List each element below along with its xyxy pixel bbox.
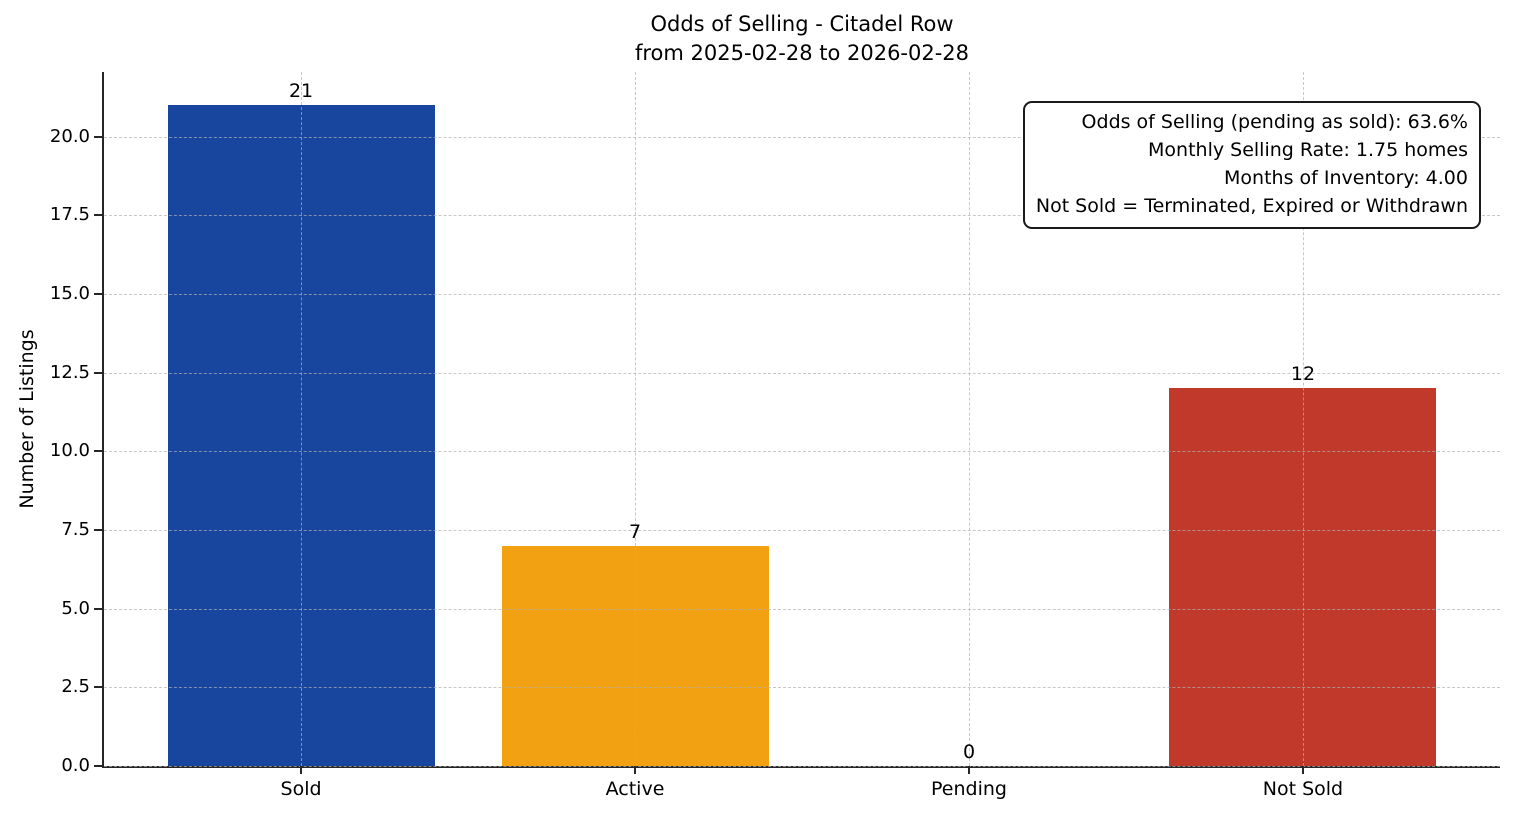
y-tick-label: 7.5 [61,518,90,540]
y-tick-mark [94,450,102,453]
y-tick-label: 0.0 [61,755,90,776]
y-tick-mark [94,607,102,610]
y-tick-mark [94,214,102,217]
y-tick-mark [94,292,102,295]
y-tick-mark [94,765,102,767]
y-tick-label: 12.5 [49,361,90,383]
gridline-vertical [635,72,636,766]
x-tick-mark [634,766,636,774]
annotation-line-3: Months of Inventory: 4.00 [1224,167,1468,189]
bar-value-label-sold: 21 [288,80,314,103]
y-tick-label: 10.0 [49,440,90,462]
gridline-horizontal [104,687,1500,689]
y-axis-label: Number of Listings [16,329,38,509]
chart-title: Odds of Selling - Citadel Row from 2025-… [104,10,1500,68]
y-tick-label: 17.5 [49,204,90,226]
chart-title-line1: Odds of Selling - Citadel Row [650,12,954,36]
y-tick-label: 15.0 [49,282,90,304]
gridline-vertical [301,72,303,766]
y-tick-mark [94,135,102,138]
x-tick-label-active: Active [605,778,665,800]
bar-value-label-pending: 0 [962,741,976,763]
x-tick-mark [300,766,303,774]
y-tick-mark [94,686,102,689]
gridline-horizontal [104,372,1500,374]
annotation-line-2: Monthly Selling Rate: 1.75 homes [1148,139,1468,161]
annotation-box: Odds of Selling (pending as sold): 63.6%… [1022,101,1481,229]
gridline-vertical [1302,72,1304,766]
x-tick-label-not-sold: Not Sold [1262,778,1344,800]
gridline-horizontal [104,293,1500,295]
gridline-horizontal [104,608,1500,610]
x-tick-label-pending: Pending [931,778,1007,800]
annotation-line-4: Not Sold = Terminated, Expired or Withdr… [1035,195,1468,217]
plot-area: 21 7 0 12 [102,72,1500,768]
gridline-horizontal [104,136,1500,138]
x-tick-mark [967,766,970,774]
y-tick-label: 5.0 [61,597,90,619]
y-tick-label: 2.5 [61,676,90,698]
bar-value-label-active: 7 [628,520,642,543]
y-tick-mark [94,371,102,374]
gridline-vertical [968,72,970,766]
gridline-horizontal [104,451,1500,453]
gridline-horizontal [104,215,1500,217]
x-tick-mark [1301,766,1304,774]
bar-value-label-not-sold: 12 [1290,363,1316,386]
y-tick-label: 20.0 [49,125,90,147]
gridline-horizontal [104,766,1500,767]
annotation-line-1: Odds of Selling (pending as sold): 63.6% [1081,111,1468,133]
x-tick-label-sold: Sold [280,778,322,800]
y-tick-mark [94,528,102,531]
gridline-horizontal [104,529,1500,531]
chart-title-line2: from 2025-02-28 to 2026-02-28 [634,41,970,65]
